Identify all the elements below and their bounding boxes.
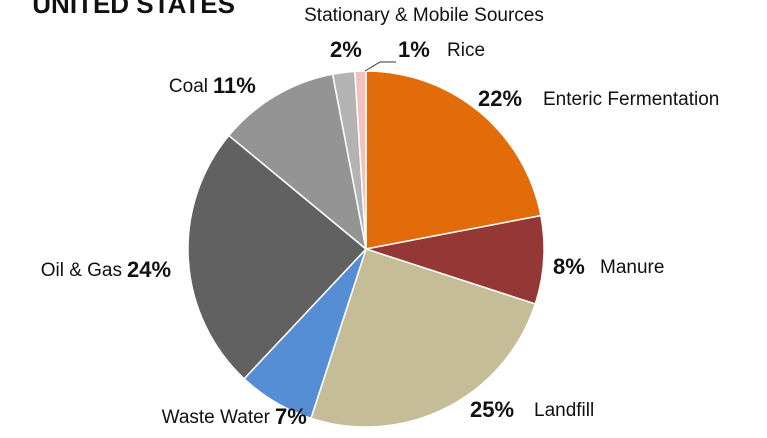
value-label: 22% — [478, 86, 522, 111]
value-label: 1% — [398, 37, 430, 62]
category-label: Oil & Gas — [41, 260, 122, 281]
leader-line — [364, 61, 396, 72]
category-label: Landfill — [534, 400, 594, 421]
value-label: 8% — [553, 254, 585, 279]
value-label: 7% — [275, 404, 307, 429]
category-label: Waste Water — [162, 407, 271, 428]
category-label: Enteric Fermentation — [543, 89, 719, 110]
category-label: Rice — [447, 40, 485, 61]
category-label: Coal — [169, 76, 208, 97]
value-label: 2% — [330, 37, 362, 62]
value-label: 25% — [470, 397, 514, 422]
value-label: 11% — [213, 73, 256, 98]
pie-slice — [310, 248, 537, 428]
pie-slice — [227, 73, 368, 251]
pie-slice — [187, 134, 368, 380]
category-label: Manure — [600, 257, 664, 278]
category-label: Stationary & Mobile Sources — [304, 5, 544, 26]
pie-slice — [354, 70, 367, 250]
pie-slice — [365, 70, 542, 250]
chart-title: UNITED STATES — [32, 0, 235, 19]
pie-slice — [365, 214, 545, 305]
value-label: 24% — [127, 257, 171, 282]
